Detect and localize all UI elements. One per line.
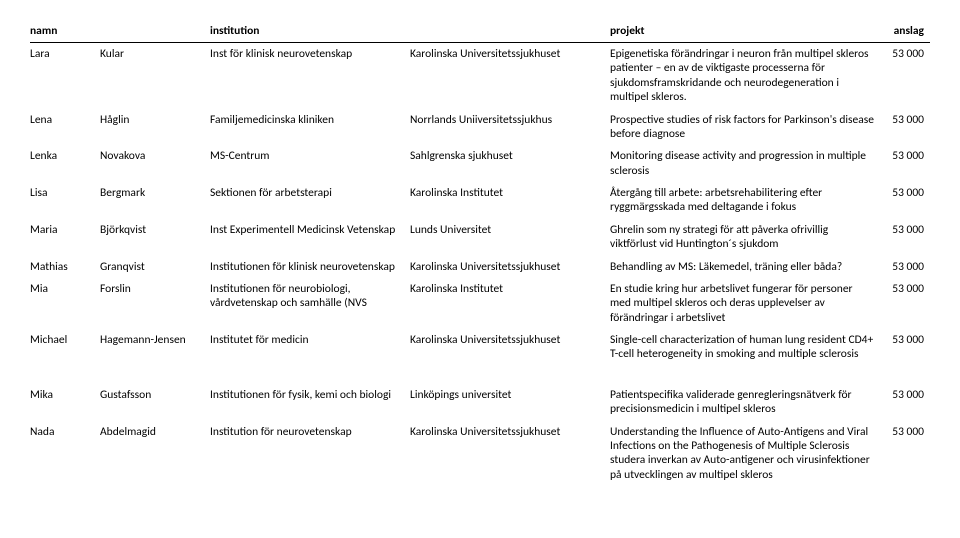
cell-grant: 53 000 [880,109,930,146]
cell-firstname: Mika [30,384,100,421]
cell-institution: Institutionen för klinisk neurovetenskap [210,256,410,278]
cell-grant: 53 000 [880,43,930,109]
cell-lastname: Kular [100,43,210,109]
cell-lastname: Forslin [100,278,210,329]
table-row: MariaBjörkqvistInst Experimentell Medici… [30,219,930,256]
cell-firstname: Michael [30,329,100,366]
cell-firstname: Lara [30,43,100,109]
cell-project: En studie kring hur arbetslivet fungerar… [610,278,880,329]
table-row: LaraKularInst för klinisk neurovetenskap… [30,43,930,109]
cell-firstname: Maria [30,219,100,256]
cell-host: Norrlands Uniiversitetssjukhus [410,109,610,146]
cell-lastname: Abdelmagid [100,421,210,487]
cell-firstname: Lenka [30,145,100,182]
cell-firstname: Mathias [30,256,100,278]
cell-lastname: Gustafsson [100,384,210,421]
cell-project: Ghrelin som ny strategi för att påverka … [610,219,880,256]
cell-institution: Institutet för medicin [210,329,410,366]
cell-host: Karolinska Universitetssjukhuset [410,421,610,487]
cell-grant: 53 000 [880,219,930,256]
cell-institution: Familjemedicinska kliniken [210,109,410,146]
cell-firstname: Nada [30,421,100,487]
cell-host: Karolinska Universitetssjukhuset [410,43,610,109]
header-institution: institution [210,20,610,43]
cell-lastname: Håglin [100,109,210,146]
header-project: projekt [610,20,880,43]
cell-institution: Inst för klinisk neurovetenskap [210,43,410,109]
cell-host: Karolinska Institutet [410,182,610,219]
cell-grant: 53 000 [880,329,930,366]
cell-institution: Institution för neurovetenskap [210,421,410,487]
cell-firstname: Mia [30,278,100,329]
cell-host: Karolinska Institutet [410,278,610,329]
cell-institution: Institutionen för fysik, kemi och biolog… [210,384,410,421]
table-row: MathiasGranqvistInstitutionen för klinis… [30,256,930,278]
cell-project: Single-cell characterization of human lu… [610,329,880,366]
cell-grant: 53 000 [880,145,930,182]
header-grant: anslag [880,20,930,43]
table-row: LenkaNovakovaMS-CentrumSahlgrenska sjukh… [30,145,930,182]
cell-firstname: Lena [30,109,100,146]
cell-grant: 53 000 [880,278,930,329]
cell-institution: Sektionen för arbetsterapi [210,182,410,219]
cell-institution: Inst Experimentell Medicinsk Vetenskap [210,219,410,256]
cell-institution: MS-Centrum [210,145,410,182]
cell-host: Sahlgrenska sjukhuset [410,145,610,182]
table-row: MichaelHagemann-JensenInstitutet för med… [30,329,930,366]
cell-lastname: Björkqvist [100,219,210,256]
cell-lastname: Novakova [100,145,210,182]
cell-project: Återgång till arbete: arbetsrehabiliteri… [610,182,880,219]
cell-host: Karolinska Universitetssjukhuset [410,329,610,366]
cell-grant: 53 000 [880,182,930,219]
cell-project: Prospective studies of risk factors for … [610,109,880,146]
cell-firstname: Lisa [30,182,100,219]
cell-lastname: Hagemann-Jensen [100,329,210,366]
cell-project: Understanding the Influence of Auto-Anti… [610,421,880,487]
table-row: LenaHåglinFamiljemedicinska klinikenNorr… [30,109,930,146]
cell-institution: Institutionen för neurobiologi, vårdvete… [210,278,410,329]
table-row: LisaBergmarkSektionen för arbetsterapiKa… [30,182,930,219]
cell-host: Linköpings universitet [410,384,610,421]
table-row: MikaGustafssonInstitutionen för fysik, k… [30,384,930,421]
header-name: namn [30,20,210,43]
header-row: namn institution projekt anslag [30,20,930,43]
cell-project: Epigenetiska förändringar i neuron från … [610,43,880,109]
row-spacer [30,366,930,384]
table-row: NadaAbdelmagidInstitution för neuroveten… [30,421,930,487]
cell-grant: 53 000 [880,256,930,278]
cell-host: Karolinska Universitetssjukhuset [410,256,610,278]
grants-table: namn institution projekt anslag LaraKula… [30,20,930,486]
cell-project: Monitoring disease activity and progress… [610,145,880,182]
table-row: MiaForslinInstitutionen för neurobiologi… [30,278,930,329]
cell-lastname: Bergmark [100,182,210,219]
cell-grant: 53 000 [880,421,930,487]
cell-lastname: Granqvist [100,256,210,278]
cell-grant: 53 000 [880,384,930,421]
cell-project: Patientspecifika validerade genreglering… [610,384,880,421]
cell-project: Behandling av MS: Läkemedel, träning ell… [610,256,880,278]
cell-host: Lunds Universitet [410,219,610,256]
